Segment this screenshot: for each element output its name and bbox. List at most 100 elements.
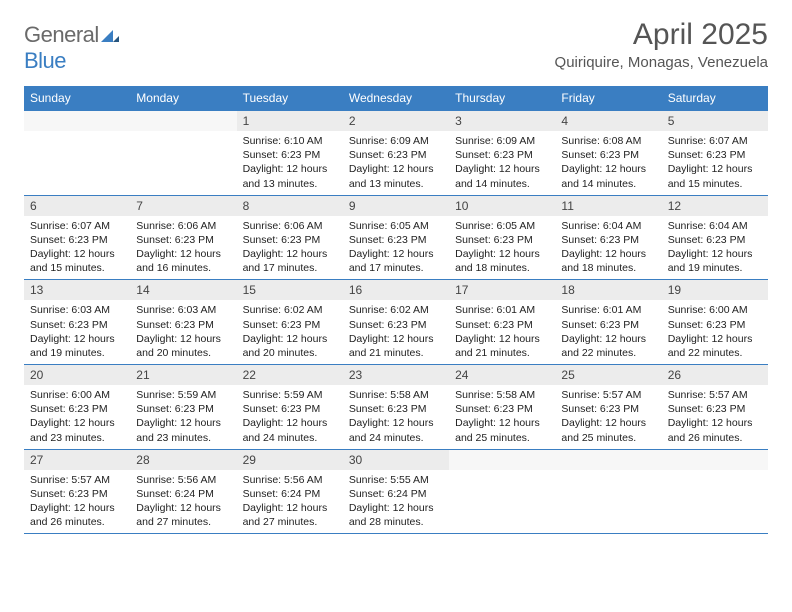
brand-logo: GeneralBlue <box>24 22 119 74</box>
sunset-line: Sunset: 6:23 PM <box>136 233 230 247</box>
calendar-day-cell <box>130 111 236 196</box>
sunrise-line: Sunrise: 6:05 AM <box>349 219 443 233</box>
weekday-header: Tuesday <box>237 86 343 111</box>
calendar-day-cell: 20Sunrise: 6:00 AMSunset: 6:23 PMDayligh… <box>24 365 130 450</box>
day-details: Sunrise: 6:03 AMSunset: 6:23 PMDaylight:… <box>130 300 236 364</box>
daylight-line: Daylight: 12 hours and 27 minutes. <box>243 501 337 529</box>
daylight-line: Daylight: 12 hours and 16 minutes. <box>136 247 230 275</box>
sunset-line: Sunset: 6:23 PM <box>561 148 655 162</box>
sunset-line: Sunset: 6:23 PM <box>455 318 549 332</box>
calendar-day-cell: 10Sunrise: 6:05 AMSunset: 6:23 PMDayligh… <box>449 195 555 280</box>
sunset-line: Sunset: 6:23 PM <box>561 318 655 332</box>
calendar-day-cell: 2Sunrise: 6:09 AMSunset: 6:23 PMDaylight… <box>343 111 449 196</box>
sunrise-line: Sunrise: 5:57 AM <box>668 388 762 402</box>
daylight-line: Daylight: 12 hours and 15 minutes. <box>668 162 762 190</box>
day-number: 21 <box>130 365 236 385</box>
calendar-day-cell: 29Sunrise: 5:56 AMSunset: 6:24 PMDayligh… <box>237 449 343 534</box>
brand-part2: Blue <box>24 48 66 73</box>
sunrise-line: Sunrise: 5:57 AM <box>561 388 655 402</box>
sunrise-line: Sunrise: 6:00 AM <box>668 303 762 317</box>
day-number: 9 <box>343 196 449 216</box>
calendar-day-cell: 17Sunrise: 6:01 AMSunset: 6:23 PMDayligh… <box>449 280 555 365</box>
day-number: 10 <box>449 196 555 216</box>
brand-text: GeneralBlue <box>24 22 119 74</box>
day-number: 3 <box>449 111 555 131</box>
daylight-line: Daylight: 12 hours and 13 minutes. <box>349 162 443 190</box>
daylight-line: Daylight: 12 hours and 25 minutes. <box>561 416 655 444</box>
daylight-line: Daylight: 12 hours and 28 minutes. <box>349 501 443 529</box>
day-details: Sunrise: 6:04 AMSunset: 6:23 PMDaylight:… <box>662 216 768 280</box>
day-number: 24 <box>449 365 555 385</box>
day-details: Sunrise: 5:57 AMSunset: 6:23 PMDaylight:… <box>555 385 661 449</box>
day-details: Sunrise: 6:04 AMSunset: 6:23 PMDaylight:… <box>555 216 661 280</box>
day-number: 19 <box>662 280 768 300</box>
day-details: Sunrise: 6:08 AMSunset: 6:23 PMDaylight:… <box>555 131 661 195</box>
calendar-day-cell: 16Sunrise: 6:02 AMSunset: 6:23 PMDayligh… <box>343 280 449 365</box>
page-title: April 2025 <box>555 18 768 52</box>
sunset-line: Sunset: 6:23 PM <box>349 233 443 247</box>
sunrise-line: Sunrise: 6:06 AM <box>243 219 337 233</box>
calendar-day-cell: 19Sunrise: 6:00 AMSunset: 6:23 PMDayligh… <box>662 280 768 365</box>
day-details: Sunrise: 6:05 AMSunset: 6:23 PMDaylight:… <box>343 216 449 280</box>
day-number: 29 <box>237 450 343 470</box>
calendar-day-cell: 6Sunrise: 6:07 AMSunset: 6:23 PMDaylight… <box>24 195 130 280</box>
sunset-line: Sunset: 6:23 PM <box>30 487 124 501</box>
daylight-line: Daylight: 12 hours and 22 minutes. <box>668 332 762 360</box>
day-number: 27 <box>24 450 130 470</box>
weekday-header: Sunday <box>24 86 130 111</box>
sunrise-line: Sunrise: 6:10 AM <box>243 134 337 148</box>
sunrise-line: Sunrise: 6:09 AM <box>455 134 549 148</box>
day-number: 30 <box>343 450 449 470</box>
day-number: 23 <box>343 365 449 385</box>
calendar-week-row: 20Sunrise: 6:00 AMSunset: 6:23 PMDayligh… <box>24 365 768 450</box>
sunrise-line: Sunrise: 5:55 AM <box>349 473 443 487</box>
sunrise-line: Sunrise: 6:03 AM <box>136 303 230 317</box>
sunrise-line: Sunrise: 6:00 AM <box>30 388 124 402</box>
day-details: Sunrise: 6:06 AMSunset: 6:23 PMDaylight:… <box>130 216 236 280</box>
daylight-line: Daylight: 12 hours and 15 minutes. <box>30 247 124 275</box>
sunrise-line: Sunrise: 6:09 AM <box>349 134 443 148</box>
weekday-header: Wednesday <box>343 86 449 111</box>
daylight-line: Daylight: 12 hours and 18 minutes. <box>455 247 549 275</box>
day-number: 6 <box>24 196 130 216</box>
weekday-header-row: SundayMondayTuesdayWednesdayThursdayFrid… <box>24 86 768 111</box>
title-block: April 2025 Quiriquire, Monagas, Venezuel… <box>555 18 768 71</box>
sunrise-line: Sunrise: 6:05 AM <box>455 219 549 233</box>
sunset-line: Sunset: 6:23 PM <box>30 318 124 332</box>
sunset-line: Sunset: 6:24 PM <box>243 487 337 501</box>
daylight-line: Daylight: 12 hours and 20 minutes. <box>243 332 337 360</box>
day-number: 2 <box>343 111 449 131</box>
sunset-line: Sunset: 6:23 PM <box>455 402 549 416</box>
sunset-line: Sunset: 6:23 PM <box>349 318 443 332</box>
calendar-week-row: 13Sunrise: 6:03 AMSunset: 6:23 PMDayligh… <box>24 280 768 365</box>
day-details: Sunrise: 6:03 AMSunset: 6:23 PMDaylight:… <box>24 300 130 364</box>
calendar-day-cell: 8Sunrise: 6:06 AMSunset: 6:23 PMDaylight… <box>237 195 343 280</box>
weekday-header: Monday <box>130 86 236 111</box>
daylight-line: Daylight: 12 hours and 22 minutes. <box>561 332 655 360</box>
calendar-day-cell: 11Sunrise: 6:04 AMSunset: 6:23 PMDayligh… <box>555 195 661 280</box>
daylight-line: Daylight: 12 hours and 19 minutes. <box>30 332 124 360</box>
sunset-line: Sunset: 6:23 PM <box>136 402 230 416</box>
day-number: 7 <box>130 196 236 216</box>
day-details: Sunrise: 6:02 AMSunset: 6:23 PMDaylight:… <box>343 300 449 364</box>
day-details: Sunrise: 6:07 AMSunset: 6:23 PMDaylight:… <box>662 131 768 195</box>
day-number: 13 <box>24 280 130 300</box>
day-number-empty <box>130 111 236 131</box>
sunrise-line: Sunrise: 6:08 AM <box>561 134 655 148</box>
calendar-page: GeneralBlue April 2025 Quiriquire, Monag… <box>0 0 792 544</box>
sunrise-line: Sunrise: 6:07 AM <box>30 219 124 233</box>
day-number: 18 <box>555 280 661 300</box>
calendar-day-cell: 14Sunrise: 6:03 AMSunset: 6:23 PMDayligh… <box>130 280 236 365</box>
calendar-day-cell <box>662 449 768 534</box>
calendar-day-cell: 27Sunrise: 5:57 AMSunset: 6:23 PMDayligh… <box>24 449 130 534</box>
daylight-line: Daylight: 12 hours and 14 minutes. <box>561 162 655 190</box>
day-number: 26 <box>662 365 768 385</box>
daylight-line: Daylight: 12 hours and 17 minutes. <box>243 247 337 275</box>
sunset-line: Sunset: 6:23 PM <box>349 402 443 416</box>
daylight-line: Daylight: 12 hours and 25 minutes. <box>455 416 549 444</box>
day-details: Sunrise: 6:00 AMSunset: 6:23 PMDaylight:… <box>662 300 768 364</box>
sunset-line: Sunset: 6:23 PM <box>561 402 655 416</box>
calendar-day-cell <box>555 449 661 534</box>
day-details: Sunrise: 5:59 AMSunset: 6:23 PMDaylight:… <box>237 385 343 449</box>
calendar-day-cell: 24Sunrise: 5:58 AMSunset: 6:23 PMDayligh… <box>449 365 555 450</box>
